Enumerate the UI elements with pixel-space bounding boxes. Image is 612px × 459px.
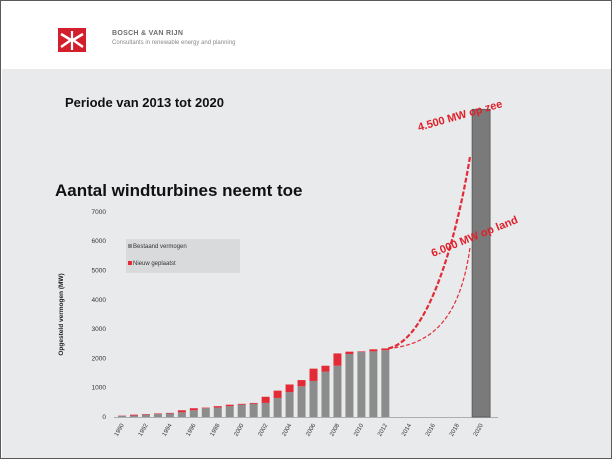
bar-new-2010: [357, 351, 366, 352]
bar-new-2006: [309, 368, 318, 381]
bar-existing-1992: [141, 414, 150, 417]
bar-new-2012: [381, 348, 390, 351]
x-tick-label: 2010: [353, 422, 365, 437]
bar-existing-1990: [118, 415, 126, 417]
bar-new-2008: [333, 353, 342, 366]
brand-name: BOSCH & VAN RIJN: [112, 30, 184, 37]
y-axis-label: Opgesteld vermogen (MW): [58, 273, 65, 355]
bar-new-1998: [213, 406, 222, 408]
y-tick-label: 1000: [92, 385, 107, 392]
bar-new-1997: [201, 407, 210, 409]
bar-new-2009: [345, 351, 354, 355]
bar-new-2004: [285, 384, 294, 393]
x-tick-label: 2018: [449, 422, 461, 437]
legend-label-existing: Bestaand vermogen: [133, 244, 187, 250]
bar-target-2020: [471, 108, 491, 418]
bar-existing-2002: [261, 402, 270, 417]
y-tick-label: 0: [102, 414, 106, 421]
turbine-cross-logo-icon: [58, 28, 86, 52]
x-tick-label: 2000: [234, 422, 246, 437]
x-tick-label: 1994: [162, 422, 174, 437]
legend-swatch-new: [128, 261, 132, 265]
bar-existing-1997: [201, 408, 210, 417]
bar-existing-1996: [189, 410, 198, 417]
bar-new-2001: [249, 402, 258, 404]
bar-existing-1993: [153, 414, 162, 417]
legend-swatch-existing: [128, 244, 132, 248]
bar-new-1995: [177, 410, 186, 413]
bar-new-1992: [141, 414, 150, 415]
y-tick-label: 5000: [92, 268, 107, 275]
x-tick-label: 1998: [210, 422, 222, 437]
x-tick-label: 2002: [257, 422, 269, 437]
bar-existing-2006: [309, 380, 318, 417]
y-tick-label: 4000: [92, 297, 107, 304]
x-tick-label: 1996: [186, 422, 198, 437]
bar-new-1996: [189, 408, 198, 411]
bar-existing-1999: [225, 406, 234, 417]
bar-new-2003: [273, 390, 282, 398]
legend-box: [126, 239, 240, 273]
bar-new-1993: [153, 413, 162, 415]
bar-new-2005: [297, 380, 306, 387]
bar-existing-2007: [321, 371, 330, 417]
bar-new-2007: [321, 365, 330, 372]
bar-existing-1998: [213, 407, 222, 417]
bar-existing-2001: [249, 403, 258, 417]
bar-existing-1994: [165, 413, 174, 417]
bar-existing-2003: [273, 397, 282, 417]
y-tick-label: 3000: [92, 326, 107, 333]
x-tick-label: 2020: [473, 422, 485, 437]
x-tick-label: 1990: [114, 422, 126, 437]
x-tick-label: 2006: [305, 422, 317, 437]
legend-label-new: Nieuw geplaatst: [133, 261, 176, 267]
bar-existing-2011: [369, 351, 378, 417]
bar-new-2002: [261, 396, 270, 403]
bar-new-1999: [225, 404, 234, 407]
x-tick-label: 2008: [329, 422, 341, 437]
annotation-sea-label: 4.500 MW op zee: [417, 98, 504, 134]
y-tick-label: 2000: [92, 355, 107, 362]
bar-existing-1995: [177, 412, 186, 417]
bar-existing-2009: [345, 354, 354, 417]
main-title: Aantal windturbines neemt toe: [55, 181, 303, 200]
x-tick-label: 2016: [425, 422, 437, 437]
bar-existing-2004: [285, 392, 294, 417]
projection-sea-curve: [388, 156, 472, 350]
bar-new-1994: [165, 412, 174, 414]
header-bar: BOSCH & VAN RIJN Consultants in renewabl…: [2, 2, 611, 69]
bar-new-2011: [369, 349, 378, 352]
y-tick-label: 7000: [92, 209, 107, 216]
bar-existing-2008: [333, 365, 342, 417]
bar-existing-2012: [381, 350, 390, 417]
x-tick-label: 2014: [401, 422, 413, 437]
bar-existing-2000: [237, 404, 246, 417]
x-tick-label: 2012: [377, 422, 389, 437]
bar-new-1991: [129, 414, 138, 416]
projection-land-curve: [388, 246, 471, 350]
slide-content: [2, 69, 611, 458]
y-tick-label: 6000: [92, 238, 107, 245]
x-tick-label: 2004: [281, 422, 293, 437]
x-tick-label: 1992: [138, 422, 150, 437]
brand-tagline: Consultants in renewable energy and plan…: [112, 40, 236, 46]
bar-new-2000: [237, 403, 246, 405]
bar-existing-2005: [297, 386, 306, 417]
period-title: Periode van 2013 tot 2020: [65, 95, 224, 110]
bar-existing-2010: [357, 351, 366, 417]
bar-existing-1991: [129, 415, 138, 417]
